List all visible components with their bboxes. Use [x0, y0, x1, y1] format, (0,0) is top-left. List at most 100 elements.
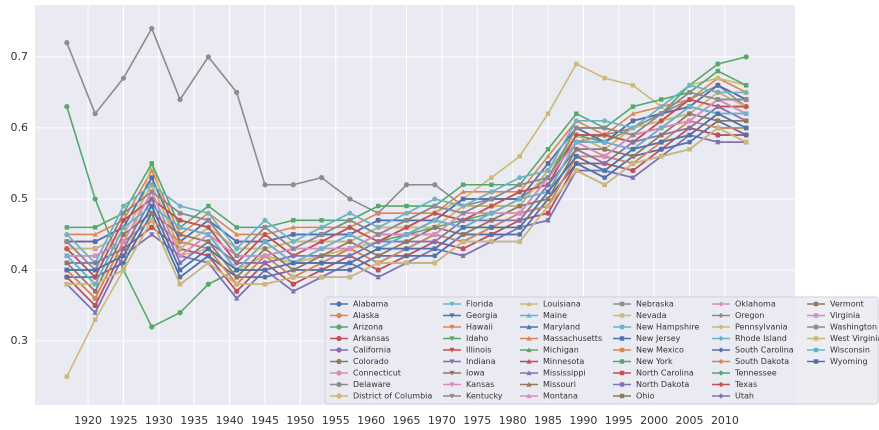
marker: [743, 89, 749, 95]
y-tick-label: 0.3: [11, 334, 29, 347]
marker: [658, 118, 664, 124]
marker: [432, 246, 438, 251]
legend-label: Vermont: [830, 300, 864, 309]
marker: [262, 182, 268, 188]
x-tick-label: 1970: [428, 414, 456, 427]
marker: [149, 210, 154, 216]
marker: [347, 253, 353, 259]
legend-label: New Mexico: [636, 346, 684, 355]
marker: [121, 267, 126, 273]
marker: [432, 218, 438, 223]
marker: [715, 83, 721, 88]
legend-label: Iowa: [466, 369, 485, 378]
marker: [121, 239, 126, 244]
marker: [432, 253, 438, 259]
marker: [205, 281, 211, 287]
marker: [526, 335, 532, 341]
marker: [347, 260, 353, 266]
legend-label: Wisconsin: [830, 346, 870, 355]
marker: [375, 203, 381, 209]
marker: [602, 125, 607, 131]
marker: [206, 246, 211, 251]
marker: [517, 196, 522, 202]
marker: [336, 301, 342, 307]
marker: [715, 68, 721, 74]
marker: [619, 313, 625, 318]
series: [64, 125, 749, 287]
marker: [619, 324, 625, 330]
marker: [290, 288, 296, 294]
marker: [177, 225, 183, 230]
legend-label: North Carolina: [636, 369, 694, 378]
marker: [619, 336, 625, 341]
marker: [262, 225, 268, 230]
x-tick-label: 1940: [216, 414, 244, 427]
marker: [630, 139, 636, 145]
marker: [149, 182, 155, 188]
y-tick-label: 0.7: [11, 50, 29, 63]
marker: [375, 260, 381, 266]
marker: [336, 393, 342, 399]
marker: [545, 175, 551, 180]
marker: [545, 196, 551, 202]
marker: [206, 260, 211, 266]
marker: [64, 274, 70, 280]
marker: [687, 118, 692, 124]
marker: [404, 260, 409, 266]
x-tick-label: 1985: [534, 414, 562, 427]
marker: [121, 232, 126, 237]
marker: [517, 182, 522, 187]
legend-label: West Virginia: [830, 334, 879, 343]
marker: [526, 358, 532, 364]
marker: [336, 324, 342, 330]
series: [64, 82, 749, 266]
marker: [488, 203, 495, 209]
marker: [375, 210, 381, 216]
marker: [489, 196, 494, 202]
marker: [517, 154, 522, 159]
marker: [92, 295, 98, 302]
x-tick-label: 2010: [711, 414, 739, 427]
marker: [526, 393, 532, 399]
marker: [630, 125, 636, 131]
marker: [347, 239, 353, 244]
legend-label: Kansas: [466, 380, 494, 389]
marker: [206, 203, 211, 209]
marker: [460, 210, 466, 216]
marker: [432, 232, 438, 237]
marker: [659, 139, 664, 145]
marker: [234, 274, 239, 280]
marker: [177, 282, 183, 287]
legend-label: New York: [636, 357, 673, 366]
marker: [234, 231, 240, 237]
marker: [336, 347, 342, 353]
marker: [619, 301, 625, 307]
marker: [347, 196, 353, 202]
marker: [619, 382, 625, 387]
x-tick-label: 1990: [569, 414, 597, 427]
marker: [545, 182, 551, 188]
marker: [177, 246, 183, 252]
marker: [92, 231, 98, 237]
marker: [687, 90, 692, 95]
legend-label: New Hampshire: [636, 323, 699, 332]
marker: [92, 253, 98, 259]
marker: [121, 210, 126, 216]
marker: [291, 218, 296, 223]
legend-label: Wyoming: [830, 357, 868, 366]
marker: [658, 146, 664, 152]
marker: [449, 370, 455, 376]
marker: [375, 274, 381, 280]
marker: [718, 301, 724, 307]
marker: [290, 238, 296, 245]
marker: [658, 103, 664, 110]
legend-label: Alabama: [353, 300, 388, 309]
legend-label: Washington: [830, 323, 877, 332]
marker: [205, 253, 211, 259]
marker: [64, 225, 70, 230]
marker: [449, 313, 455, 319]
marker: [630, 175, 636, 180]
legend-label: Alaska: [353, 311, 379, 320]
marker: [574, 147, 579, 152]
marker: [718, 393, 724, 399]
